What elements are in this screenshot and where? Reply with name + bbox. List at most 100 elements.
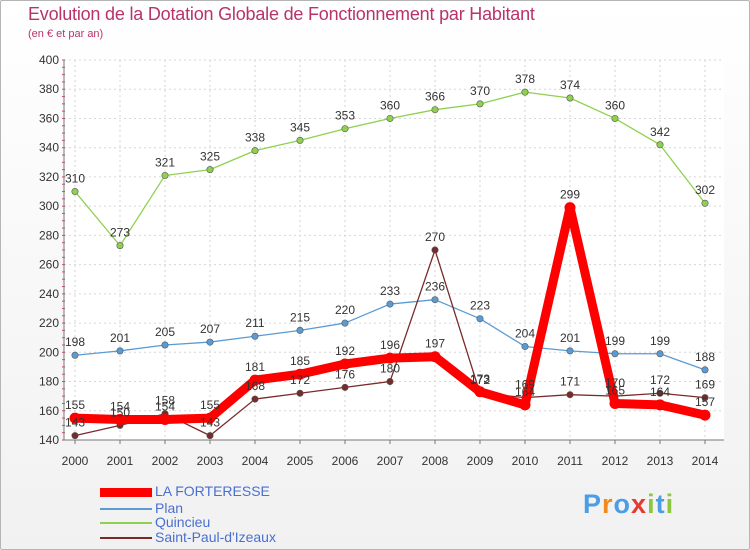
x-tick-label: 2000 bbox=[62, 454, 89, 468]
data-label-saint-paul-d-izeaux: 270 bbox=[425, 230, 445, 244]
data-label-plan: 199 bbox=[650, 334, 670, 348]
logo-letter: P bbox=[583, 489, 603, 519]
data-label-saint-paul-d-izeaux: 168 bbox=[245, 379, 265, 393]
data-point-quincieu bbox=[611, 114, 619, 122]
data-label-saint-paul-d-izeaux: 170 bbox=[605, 376, 625, 390]
data-point-la-forteresse bbox=[159, 414, 171, 426]
data-point-quincieu bbox=[431, 106, 439, 114]
data-point-saint-paul-d-izeaux bbox=[431, 246, 439, 254]
data-point-plan bbox=[71, 351, 79, 359]
data-label-quincieu: 321 bbox=[155, 155, 175, 169]
x-tick-label: 2008 bbox=[422, 454, 449, 468]
data-point-la-forteresse bbox=[249, 374, 261, 386]
data-point-plan bbox=[566, 347, 574, 355]
data-point-plan bbox=[386, 300, 394, 308]
data-point-plan bbox=[116, 347, 124, 355]
y-tick-label: 240 bbox=[39, 287, 59, 301]
data-point-plan bbox=[521, 342, 529, 350]
data-label-saint-paul-d-izeaux: 143 bbox=[200, 416, 220, 430]
data-label-saint-paul-d-izeaux: 172 bbox=[470, 373, 490, 387]
data-label-plan: 215 bbox=[290, 310, 310, 324]
legend-swatch-la-forteresse bbox=[100, 488, 152, 497]
data-point-la-forteresse bbox=[609, 397, 621, 409]
data-label-quincieu: 325 bbox=[200, 150, 220, 164]
data-label-quincieu: 338 bbox=[245, 131, 265, 145]
data-label-saint-paul-d-izeaux: 176 bbox=[335, 367, 355, 381]
chart-subtitle: (en € et par an) bbox=[28, 28, 104, 40]
data-label-plan: 233 bbox=[380, 284, 400, 298]
data-point-la-forteresse bbox=[69, 412, 81, 424]
data-point-plan bbox=[656, 350, 664, 358]
data-label-plan: 220 bbox=[335, 303, 355, 317]
data-point-saint-paul-d-izeaux bbox=[656, 389, 664, 397]
data-label-saint-paul-d-izeaux: 169 bbox=[515, 378, 535, 392]
data-label-saint-paul-d-izeaux: 172 bbox=[650, 373, 670, 387]
logo-letter: i bbox=[647, 489, 656, 519]
x-tick-label: 2004 bbox=[242, 454, 269, 468]
data-point-saint-paul-d-izeaux bbox=[296, 389, 304, 397]
x-tick-label: 2014 bbox=[692, 454, 719, 468]
y-tick-label: 260 bbox=[39, 258, 59, 272]
data-point-saint-paul-d-izeaux bbox=[386, 378, 394, 386]
data-point-plan bbox=[611, 350, 619, 358]
y-tick-label: 360 bbox=[39, 111, 59, 125]
y-tick-label: 340 bbox=[39, 141, 59, 155]
data-point-saint-paul-d-izeaux bbox=[341, 383, 349, 391]
chart-title: Evolution de la Dotation Globale de Fonc… bbox=[28, 4, 535, 24]
data-point-saint-paul-d-izeaux bbox=[71, 432, 79, 440]
data-point-la-forteresse bbox=[699, 409, 711, 421]
data-point-saint-paul-d-izeaux bbox=[251, 395, 259, 403]
data-label-saint-paul-d-izeaux: 171 bbox=[560, 375, 580, 389]
data-point-quincieu bbox=[296, 136, 304, 144]
legend-label-la-forteresse: LA FORTERESSE bbox=[155, 483, 270, 499]
data-label-saint-paul-d-izeaux: 143 bbox=[65, 416, 85, 430]
data-point-la-forteresse bbox=[339, 358, 351, 370]
data-point-quincieu bbox=[566, 94, 574, 102]
data-point-quincieu bbox=[476, 100, 484, 108]
data-label-la-forteresse: 196 bbox=[380, 338, 400, 352]
data-label-plan: 201 bbox=[560, 331, 580, 345]
x-tick-label: 2006 bbox=[332, 454, 359, 468]
data-label-la-forteresse: 154 bbox=[155, 400, 175, 414]
x-tick-label: 2007 bbox=[377, 454, 404, 468]
y-tick-label: 280 bbox=[39, 228, 59, 242]
x-tick-label: 2012 bbox=[602, 454, 629, 468]
data-point-plan bbox=[251, 332, 259, 340]
data-label-la-forteresse: 173 bbox=[470, 372, 490, 386]
data-label-quincieu: 366 bbox=[425, 90, 445, 104]
data-point-plan bbox=[206, 338, 214, 346]
plot-background bbox=[64, 60, 724, 440]
data-point-quincieu bbox=[341, 125, 349, 133]
data-point-quincieu bbox=[161, 171, 169, 179]
data-label-quincieu: 360 bbox=[605, 98, 625, 112]
data-label-plan: 207 bbox=[200, 322, 220, 336]
legend-label-saint-paul: Saint-Paul-d'Izeaux bbox=[155, 529, 276, 545]
data-label-la-forteresse: 154 bbox=[110, 400, 130, 414]
logo-letter: i bbox=[665, 489, 675, 519]
data-point-la-forteresse bbox=[429, 351, 441, 363]
data-label-plan: 205 bbox=[155, 325, 175, 339]
data-point-la-forteresse bbox=[474, 386, 486, 398]
data-label-quincieu: 345 bbox=[290, 120, 310, 134]
logo-letter: o bbox=[613, 489, 632, 519]
y-tick-label: 200 bbox=[39, 345, 59, 359]
legend-swatch-quincieu bbox=[100, 522, 152, 524]
data-label-plan: 201 bbox=[110, 331, 130, 345]
data-label-plan: 199 bbox=[605, 334, 625, 348]
data-point-quincieu bbox=[71, 188, 79, 196]
data-point-plan bbox=[161, 341, 169, 349]
data-label-plan: 204 bbox=[515, 326, 535, 340]
data-point-quincieu bbox=[386, 114, 394, 122]
data-point-la-forteresse bbox=[564, 202, 576, 214]
data-label-la-forteresse: 181 bbox=[245, 360, 265, 374]
data-point-la-forteresse bbox=[654, 399, 666, 411]
data-label-quincieu: 370 bbox=[470, 84, 490, 98]
data-point-quincieu bbox=[251, 147, 259, 155]
data-label-quincieu: 302 bbox=[695, 183, 715, 197]
legend-label-quincieu: Quincieu bbox=[155, 514, 211, 530]
legend-label-plan: Plan bbox=[155, 500, 184, 516]
data-label-la-forteresse: 197 bbox=[425, 337, 445, 351]
data-label-quincieu: 342 bbox=[650, 125, 670, 139]
data-point-la-forteresse bbox=[114, 414, 126, 426]
